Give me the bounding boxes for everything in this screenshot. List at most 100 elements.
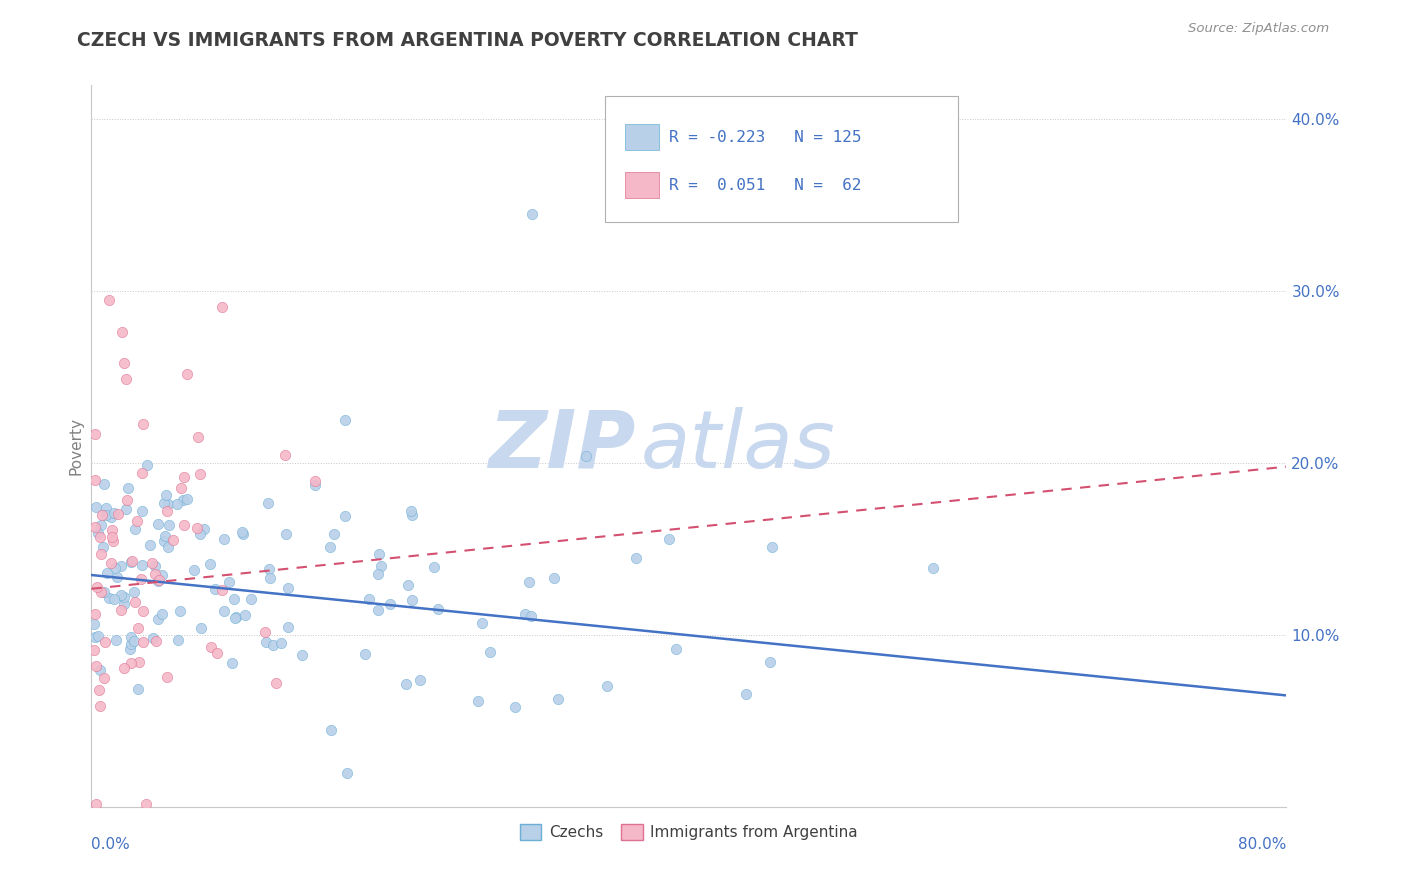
Point (101, 523, 124, 537)
Point (105, 570, 128, 584)
Point (401, 508, 423, 522)
FancyBboxPatch shape (605, 95, 957, 222)
Point (156, 497, 179, 511)
Point (120, 637, 142, 651)
Point (232, 527, 254, 541)
Point (520, 609, 543, 624)
Point (176, 367, 198, 381)
Point (240, 592, 263, 607)
Point (84, 473, 107, 487)
Point (132, 417, 155, 432)
Point (110, 325, 132, 339)
Point (262, 638, 284, 652)
Point (91, 540, 114, 554)
Point (370, 559, 392, 574)
Point (87, 526, 110, 541)
Point (658, 532, 681, 546)
Point (170, 481, 193, 495)
Point (735, 687, 758, 701)
Point (222, 592, 245, 607)
Y-axis label: Poverty: Poverty (67, 417, 83, 475)
Point (90, 508, 112, 522)
Point (212, 604, 235, 618)
Point (127, 681, 149, 696)
Point (105, 633, 128, 648)
Point (478, 645, 501, 659)
Point (423, 560, 446, 574)
Point (304, 477, 326, 491)
Point (131, 466, 153, 480)
Point (758, 656, 780, 670)
Point (159, 518, 181, 533)
Point (254, 624, 277, 639)
Point (124, 522, 146, 536)
Point (96, 566, 118, 581)
Point (90, 518, 112, 533)
Point (127, 621, 149, 635)
Point (93, 477, 115, 491)
Point (89, 698, 111, 713)
Text: CZECH VS IMMIGRANTS FROM ARGENTINA POVERTY CORRELATION CHART: CZECH VS IMMIGRANTS FROM ARGENTINA POVER… (77, 31, 858, 50)
Point (367, 567, 389, 582)
Point (98, 591, 121, 605)
Point (188, 527, 211, 541)
Point (112, 590, 135, 604)
Point (120, 657, 142, 671)
Point (98, 293, 121, 307)
Point (367, 547, 389, 561)
Point (146, 517, 169, 532)
Text: ZIP: ZIP (488, 407, 636, 485)
Point (761, 541, 783, 555)
Point (401, 504, 423, 518)
Point (145, 634, 167, 648)
Text: Source: ZipAtlas.com: Source: ZipAtlas.com (1188, 22, 1329, 36)
Text: 80.0%: 80.0% (1239, 838, 1286, 852)
Point (575, 449, 598, 463)
Point (148, 574, 170, 588)
Point (166, 632, 188, 647)
Point (112, 661, 135, 675)
Point (427, 602, 450, 616)
Point (211, 300, 233, 314)
Point (176, 492, 198, 507)
Point (276, 527, 298, 541)
Point (93, 635, 115, 649)
Point (205, 646, 228, 660)
Point (86, 629, 108, 643)
Point (153, 528, 176, 542)
Point (96, 508, 118, 522)
Point (162, 533, 184, 547)
Point (172, 493, 194, 508)
Text: 0.0%: 0.0% (91, 838, 131, 852)
Point (100, 556, 122, 570)
Point (665, 642, 688, 657)
Point (84, 426, 107, 441)
Point (101, 533, 124, 548)
Point (143, 567, 166, 582)
Point (156, 504, 179, 518)
Point (84, 659, 107, 673)
Point (183, 563, 205, 577)
Point (89, 530, 111, 544)
Point (153, 534, 176, 549)
Point (135, 797, 157, 811)
Point (141, 556, 163, 570)
Text: atlas: atlas (641, 407, 837, 485)
Point (121, 554, 143, 568)
Point (131, 503, 153, 517)
Point (156, 540, 179, 554)
Point (132, 604, 155, 618)
Point (503, 700, 526, 714)
Point (84, 630, 107, 644)
Point (186, 521, 208, 535)
Point (173, 469, 195, 483)
Point (231, 525, 253, 540)
Point (395, 677, 418, 691)
Point (270, 636, 292, 650)
Point (100, 509, 122, 524)
Point (89, 663, 111, 677)
Point (83, 607, 105, 621)
Point (467, 694, 489, 708)
Point (257, 562, 280, 576)
Point (354, 647, 377, 661)
